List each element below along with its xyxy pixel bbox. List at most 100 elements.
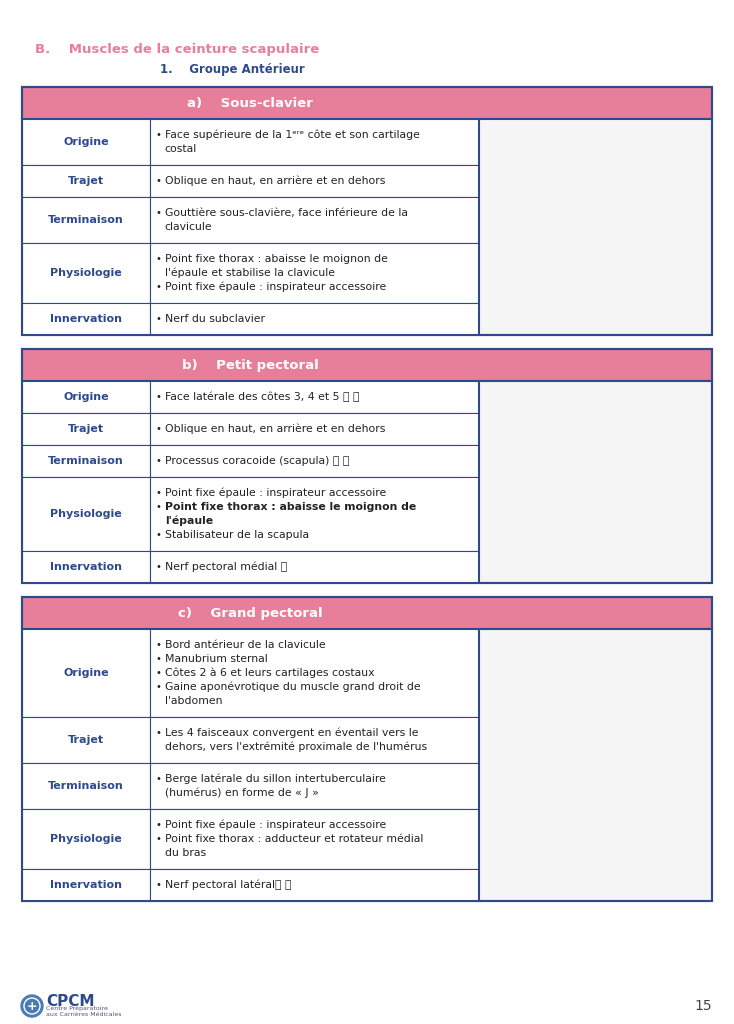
- Text: •: •: [156, 880, 161, 890]
- FancyBboxPatch shape: [150, 119, 479, 165]
- Text: Bord antérieur de la clavicule: Bord antérieur de la clavicule: [164, 640, 325, 650]
- Text: 1.    Groupe Antérieur: 1. Groupe Antérieur: [160, 62, 305, 76]
- FancyBboxPatch shape: [22, 763, 150, 809]
- FancyBboxPatch shape: [22, 119, 150, 165]
- Text: 15: 15: [694, 999, 712, 1013]
- Text: •: •: [156, 728, 161, 738]
- FancyBboxPatch shape: [22, 381, 150, 413]
- Text: Innervation: Innervation: [50, 314, 122, 324]
- Text: du bras: du bras: [164, 848, 206, 858]
- Text: costal: costal: [164, 144, 197, 154]
- Text: Nerf pectoral latéral🙂 🙂: Nerf pectoral latéral🙂 🙂: [164, 880, 291, 890]
- FancyBboxPatch shape: [150, 165, 479, 197]
- Text: •: •: [156, 682, 161, 692]
- Text: Gouttière sous-clavière, face inférieure de la: Gouttière sous-clavière, face inférieure…: [164, 208, 407, 218]
- Text: l'épaule: l'épaule: [164, 516, 213, 526]
- FancyBboxPatch shape: [22, 717, 150, 763]
- FancyBboxPatch shape: [150, 869, 479, 901]
- Text: Nerf du subclavier: Nerf du subclavier: [164, 314, 265, 324]
- Text: Physiologie: Physiologie: [50, 834, 122, 844]
- Text: Nerf pectoral médial 🙂: Nerf pectoral médial 🙂: [164, 562, 287, 572]
- Text: •: •: [156, 424, 161, 434]
- Text: Physiologie: Physiologie: [50, 509, 122, 519]
- Text: clavicule: clavicule: [164, 222, 212, 232]
- Text: •: •: [156, 640, 161, 650]
- Text: l'abdomen: l'abdomen: [164, 696, 222, 706]
- Text: b)    Petit pectoral: b) Petit pectoral: [182, 358, 319, 372]
- FancyBboxPatch shape: [22, 243, 150, 303]
- Text: Face supérieure de la 1ᵉʳᵉ côte et son cartilage: Face supérieure de la 1ᵉʳᵉ côte et son c…: [164, 130, 420, 140]
- Text: •: •: [156, 314, 161, 324]
- FancyBboxPatch shape: [22, 303, 150, 335]
- Text: Manubrium sternal: Manubrium sternal: [164, 654, 267, 664]
- Text: Trajet: Trajet: [68, 424, 104, 434]
- Text: •: •: [156, 392, 161, 402]
- Text: •: •: [156, 654, 161, 664]
- Text: Physiologie: Physiologie: [50, 268, 122, 278]
- FancyBboxPatch shape: [22, 445, 150, 477]
- Text: •: •: [156, 282, 161, 292]
- Text: •: •: [156, 502, 161, 512]
- Text: •: •: [156, 254, 161, 264]
- FancyBboxPatch shape: [22, 477, 150, 551]
- FancyBboxPatch shape: [150, 413, 479, 445]
- Text: B.    Muscles de la ceinture scapulaire: B. Muscles de la ceinture scapulaire: [35, 43, 319, 55]
- Text: a)    Sous-clavier: a) Sous-clavier: [187, 96, 313, 110]
- Text: •: •: [156, 176, 161, 186]
- FancyBboxPatch shape: [150, 197, 479, 243]
- Text: Face latérale des côtes 3, 4 et 5 🙂 🙂: Face latérale des côtes 3, 4 et 5 🙂 🙂: [164, 392, 359, 402]
- Text: Terminaison: Terminaison: [48, 781, 124, 791]
- Text: Point fixe thorax : abaisse le moignon de: Point fixe thorax : abaisse le moignon d…: [164, 502, 416, 512]
- FancyBboxPatch shape: [22, 597, 712, 629]
- Text: Point fixe thorax : adducteur et rotateur médial: Point fixe thorax : adducteur et rotateu…: [164, 834, 423, 844]
- Text: Trajet: Trajet: [68, 176, 104, 186]
- FancyBboxPatch shape: [22, 551, 150, 583]
- FancyBboxPatch shape: [150, 243, 479, 303]
- FancyBboxPatch shape: [150, 381, 479, 413]
- Text: Point fixe épaule : inspirateur accessoire: Point fixe épaule : inspirateur accessoi…: [164, 820, 386, 830]
- Text: Centre Préparatoire
aux Carrières Médicales: Centre Préparatoire aux Carrières Médica…: [46, 1006, 122, 1017]
- Text: •: •: [156, 562, 161, 572]
- Text: Origine: Origine: [63, 137, 109, 147]
- Text: Innervation: Innervation: [50, 880, 122, 890]
- FancyBboxPatch shape: [22, 165, 150, 197]
- Text: Terminaison: Terminaison: [48, 456, 124, 466]
- Text: •: •: [156, 774, 161, 784]
- FancyBboxPatch shape: [479, 381, 712, 583]
- FancyBboxPatch shape: [479, 119, 712, 335]
- Text: +: +: [26, 999, 37, 1013]
- FancyBboxPatch shape: [150, 809, 479, 869]
- Text: Terminaison: Terminaison: [48, 215, 124, 225]
- Text: Stabilisateur de la scapula: Stabilisateur de la scapula: [164, 530, 309, 540]
- Text: l'épaule et stabilise la clavicule: l'épaule et stabilise la clavicule: [164, 267, 335, 279]
- FancyBboxPatch shape: [22, 629, 150, 717]
- Text: Oblique en haut, en arrière et en dehors: Oblique en haut, en arrière et en dehors: [164, 176, 385, 186]
- Text: •: •: [156, 488, 161, 498]
- FancyBboxPatch shape: [150, 629, 479, 717]
- Text: Origine: Origine: [63, 392, 109, 402]
- Text: Point fixe épaule : inspirateur accessoire: Point fixe épaule : inspirateur accessoi…: [164, 487, 386, 499]
- FancyBboxPatch shape: [22, 197, 150, 243]
- Text: Berge latérale du sillon intertuberculaire: Berge latérale du sillon intertuberculai…: [164, 774, 385, 784]
- FancyBboxPatch shape: [150, 303, 479, 335]
- Text: Innervation: Innervation: [50, 562, 122, 572]
- FancyBboxPatch shape: [22, 349, 712, 381]
- Text: Trajet: Trajet: [68, 735, 104, 745]
- Text: Gaine aponévrotique du muscle grand droit de: Gaine aponévrotique du muscle grand droi…: [164, 682, 421, 692]
- Text: (humérus) en forme de « J »: (humérus) en forme de « J »: [164, 787, 319, 799]
- FancyBboxPatch shape: [150, 717, 479, 763]
- FancyBboxPatch shape: [150, 477, 479, 551]
- Text: Point fixe thorax : abaisse le moignon de: Point fixe thorax : abaisse le moignon d…: [164, 254, 388, 264]
- Text: •: •: [156, 530, 161, 540]
- Text: CPCM: CPCM: [46, 994, 95, 1010]
- FancyBboxPatch shape: [479, 629, 712, 901]
- Text: Point fixe épaule : inspirateur accessoire: Point fixe épaule : inspirateur accessoi…: [164, 282, 386, 292]
- Text: Oblique en haut, en arrière et en dehors: Oblique en haut, en arrière et en dehors: [164, 424, 385, 434]
- Text: •: •: [156, 456, 161, 466]
- Text: c)    Grand pectoral: c) Grand pectoral: [178, 606, 323, 620]
- Circle shape: [21, 995, 43, 1017]
- FancyBboxPatch shape: [150, 551, 479, 583]
- Text: dehors, vers l'extrémité proximale de l'humérus: dehors, vers l'extrémité proximale de l'…: [164, 741, 426, 753]
- FancyBboxPatch shape: [22, 869, 150, 901]
- Text: •: •: [156, 834, 161, 844]
